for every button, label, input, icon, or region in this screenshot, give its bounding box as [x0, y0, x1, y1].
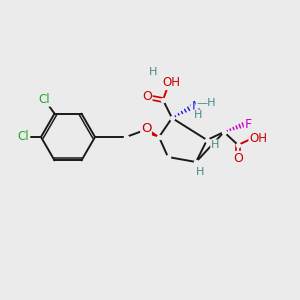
Text: H: H	[194, 110, 202, 120]
Text: F: F	[244, 118, 252, 131]
Text: Cl: Cl	[17, 130, 29, 143]
Text: Cl: Cl	[39, 93, 50, 106]
Text: N: N	[191, 100, 201, 112]
Text: H: H	[149, 67, 157, 77]
Text: O: O	[233, 152, 243, 164]
Text: OH: OH	[162, 76, 180, 89]
Text: O: O	[142, 91, 152, 103]
Text: H: H	[211, 140, 219, 150]
Text: H: H	[196, 167, 204, 177]
Text: O: O	[141, 122, 151, 136]
Text: OH: OH	[249, 131, 267, 145]
Text: —H: —H	[196, 98, 216, 108]
Polygon shape	[144, 128, 159, 137]
